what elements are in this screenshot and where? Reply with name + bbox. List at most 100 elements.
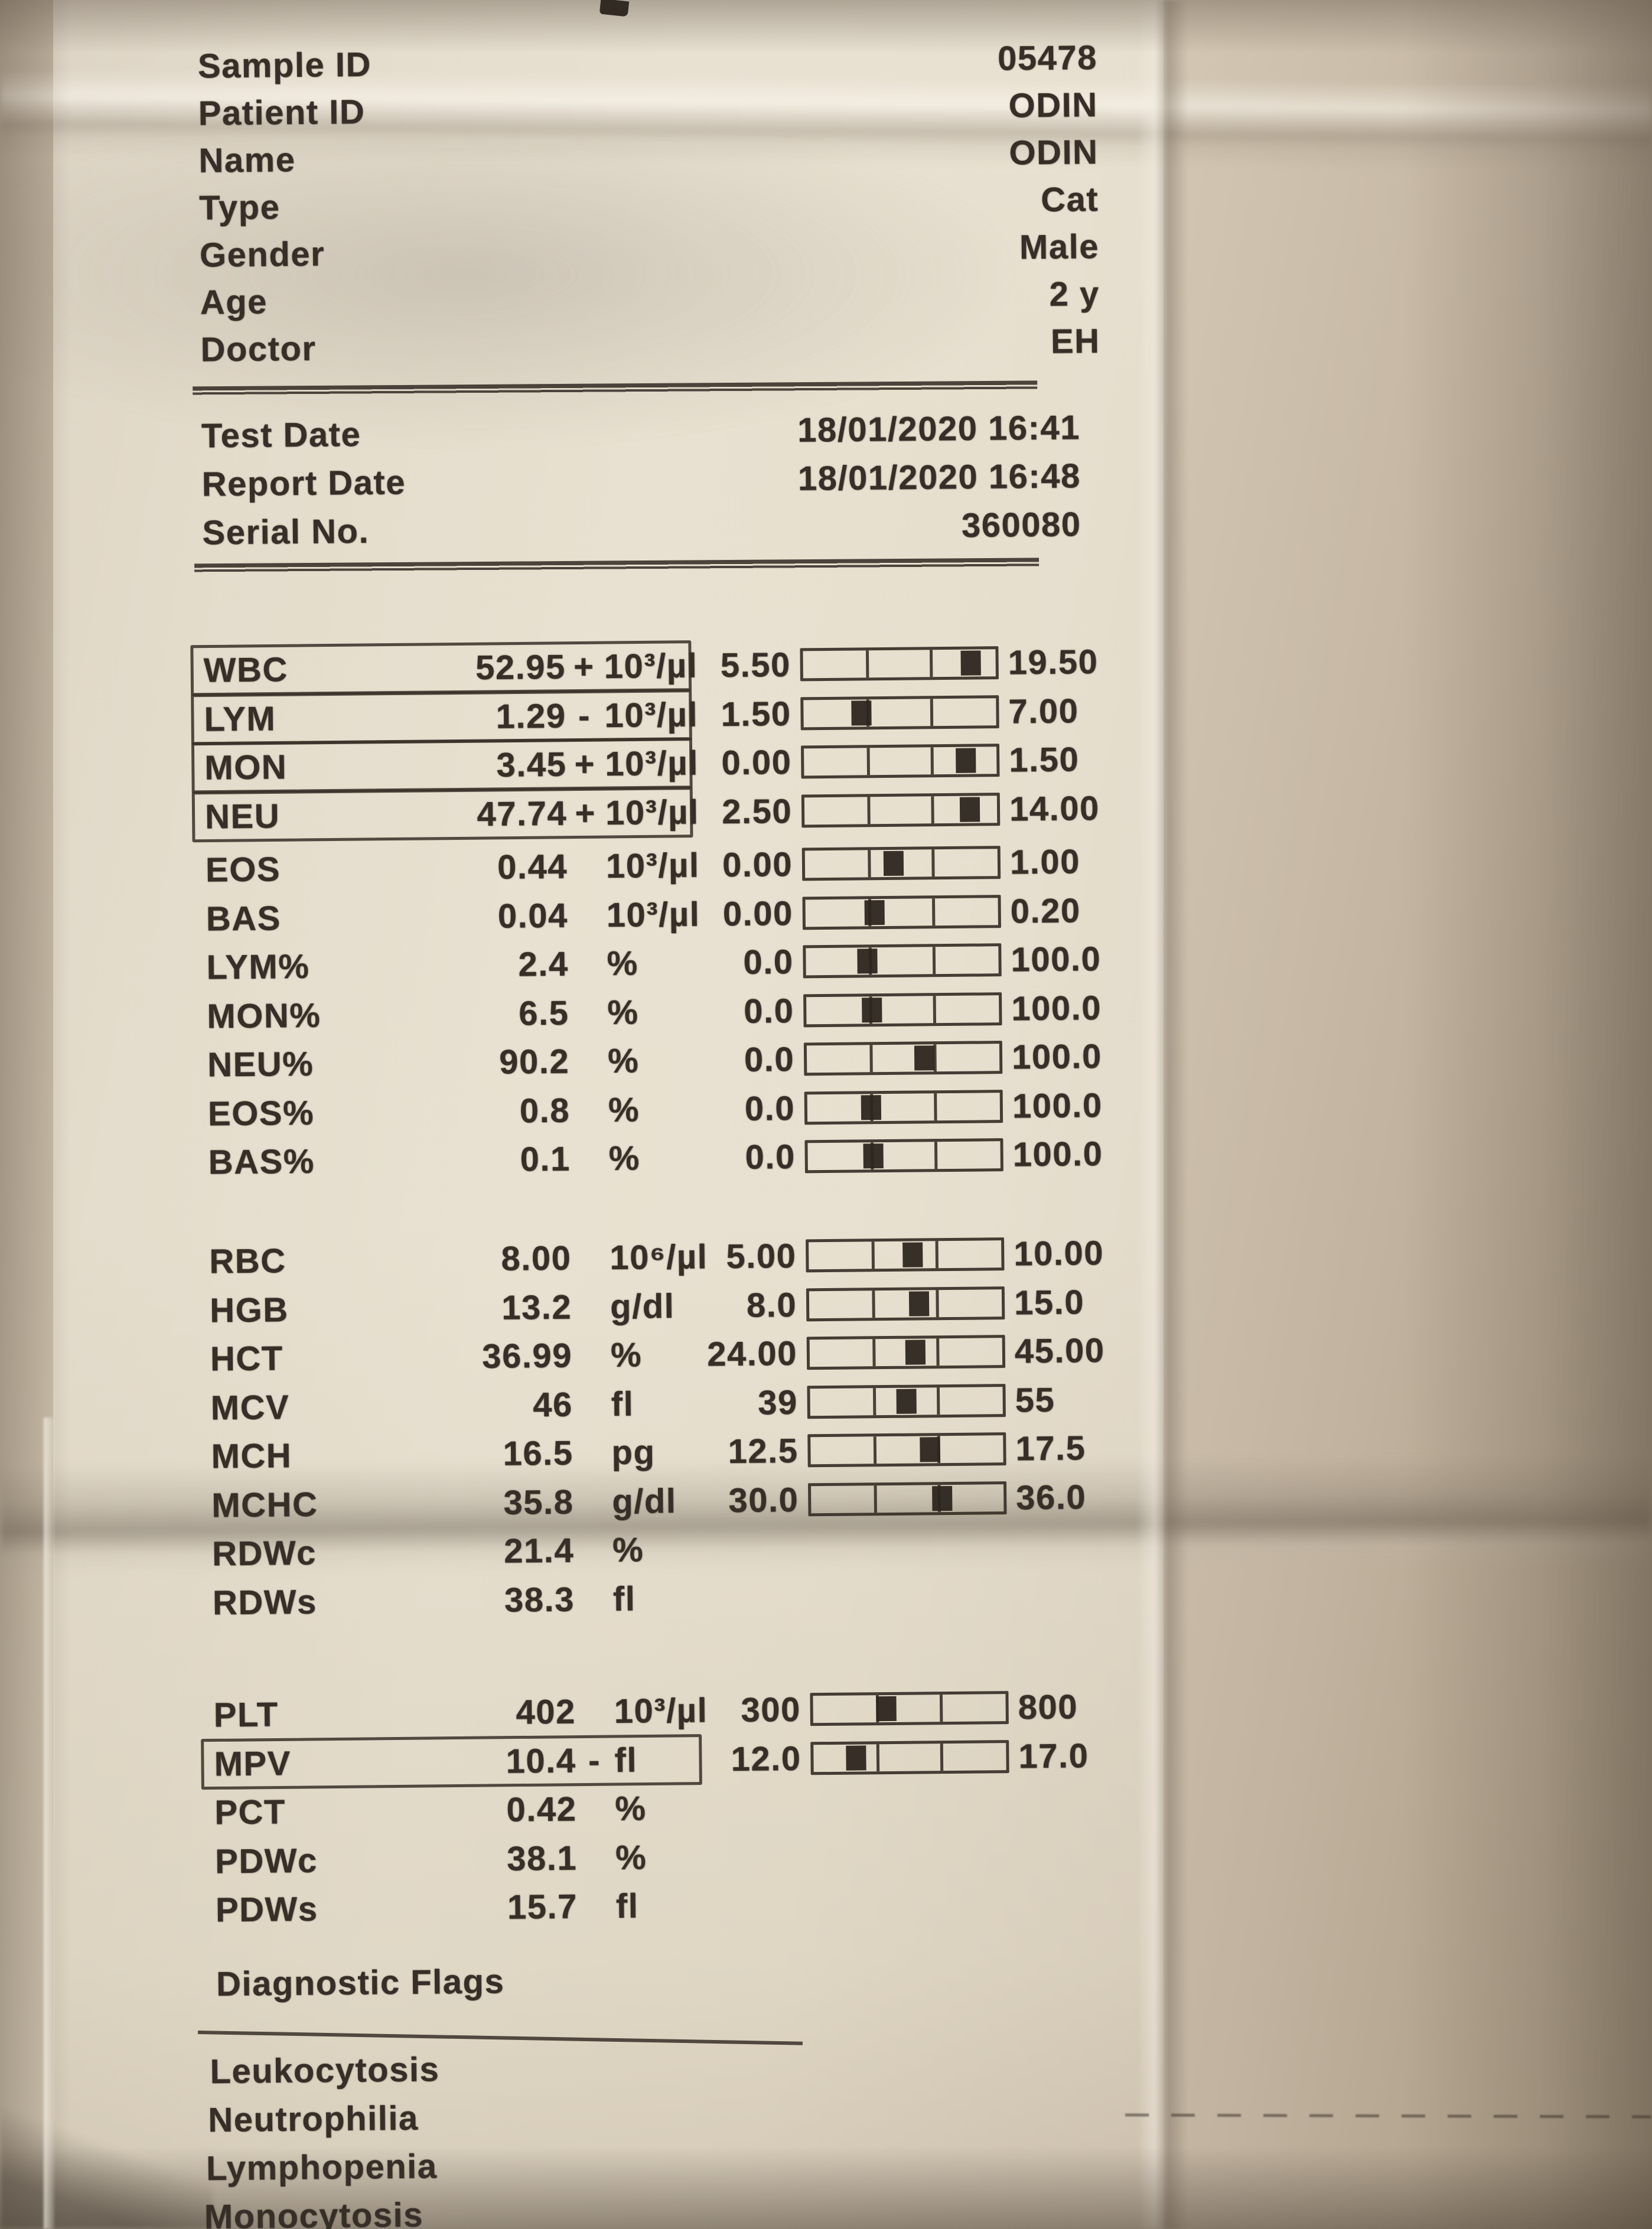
range-bar-tick: [865, 650, 869, 678]
range-bar-tick: [936, 1241, 939, 1269]
result-value: 2.4: [518, 944, 569, 984]
range-max-label: 55: [1015, 1380, 1055, 1419]
range-min-label: 0.00: [722, 894, 794, 933]
reference-range-bar: [807, 1383, 1006, 1419]
unit-label: fl: [615, 1886, 639, 1925]
header-label: Age: [200, 282, 268, 322]
range-max-label: 14.00: [1009, 788, 1100, 828]
range-bar-tick: [931, 796, 935, 823]
header-value: 05478: [997, 38, 1098, 78]
range-max-label: 7.00: [1008, 691, 1079, 731]
result-marker: [857, 949, 878, 974]
range-bar-tick: [930, 650, 933, 677]
range-bar-tick: [932, 898, 936, 926]
diagnostic-flags-title: Diagnostic Flags: [216, 1962, 505, 2003]
range-max-label: 19.50: [1008, 643, 1099, 682]
reference-range-bar: [807, 1432, 1006, 1468]
range-bar-tick: [876, 1744, 879, 1771]
meta-label: Serial No.: [202, 511, 370, 552]
parameter-name: BAS%: [208, 1142, 315, 1182]
parameter-name: PDWs: [215, 1889, 318, 1930]
range-bar-tick: [873, 1436, 876, 1464]
range-max-label: 1.00: [1009, 842, 1081, 882]
unit-label: fl: [614, 1741, 638, 1780]
parameter-name: RBC: [209, 1241, 286, 1281]
unit-label: %: [610, 1335, 643, 1375]
unit-label: %: [612, 1530, 644, 1570]
result-value: 1.29: [496, 696, 566, 736]
result-marker: [861, 1094, 881, 1120]
range-bar-tick: [940, 1743, 944, 1771]
reference-range-bar: [810, 1691, 1009, 1726]
diagnostic-flag-item: Neutrophilia: [207, 2098, 419, 2140]
parameter-name: RDWc: [211, 1533, 317, 1573]
result-marker: [960, 650, 981, 676]
result-marker: [863, 1143, 884, 1169]
reference-range-bar: [801, 744, 1000, 779]
reference-range-bar: [802, 894, 1001, 930]
range-min-label: 0.0: [744, 1089, 796, 1128]
range-max-label: 0.20: [1010, 891, 1081, 930]
result-marker: [845, 1745, 866, 1771]
divider-rule-bottom: [194, 558, 1040, 573]
range-min-label: 0.0: [743, 991, 794, 1031]
range-min-label: 1.50: [721, 694, 791, 734]
parameter-name: EOS%: [207, 1093, 315, 1133]
result-value: 15.7: [507, 1887, 578, 1927]
result-value: 13.2: [501, 1288, 572, 1327]
header-label: Gender: [199, 234, 325, 275]
result-marker: [851, 700, 872, 726]
header-value: 2 y: [1049, 274, 1100, 314]
result-value: 52.95: [475, 647, 566, 687]
result-marker: [908, 1291, 930, 1316]
range-bar-tick: [940, 1694, 943, 1722]
reference-range-bar: [803, 1041, 1003, 1076]
range-bar-tick: [874, 1485, 877, 1513]
diagnostic-flag-item: Monocytosis: [204, 2195, 424, 2229]
range-min-label: 24.00: [706, 1334, 798, 1374]
header-label: Name: [198, 141, 296, 180]
range-min-label: 0.00: [722, 845, 793, 885]
range-bar-tick: [934, 1093, 938, 1120]
reference-range-bar: [806, 1237, 1005, 1273]
unit-label: %: [615, 1837, 647, 1877]
range-min-label: 300: [741, 1690, 801, 1729]
result-marker: [960, 796, 980, 822]
range-bar-tick: [866, 748, 870, 775]
parameter-name: MPV: [214, 1744, 291, 1783]
range-bar-tick: [930, 698, 934, 726]
abnormal-flag-mark: +: [575, 793, 597, 833]
result-marker: [896, 1389, 917, 1414]
result-value: 10.4: [506, 1741, 576, 1781]
range-bar-tick: [871, 1290, 875, 1318]
reference-range-bar: [801, 792, 1001, 827]
range-max-label: 100.0: [1012, 1135, 1103, 1174]
parameter-name: MCH: [211, 1436, 292, 1476]
parameter-name: LYM%: [206, 947, 310, 987]
parameter-name: MCHC: [211, 1485, 318, 1525]
range-bar-tick: [933, 995, 937, 1023]
header-value: EH: [1050, 321, 1100, 361]
result-value: 16.5: [503, 1433, 574, 1473]
report-meta-block: Test Date 18/01/2020 16:41 Report Date 18/0…: [0, 0, 1641, 552]
range-min-label: 8.0: [746, 1285, 797, 1325]
unit-label: %: [614, 1789, 647, 1828]
header-value: ODIN: [1009, 133, 1099, 172]
reference-range-bar: [804, 1138, 1003, 1174]
parameter-name: HCT: [210, 1339, 284, 1379]
reference-range-bar: [806, 1286, 1005, 1321]
result-value: 35.8: [503, 1482, 574, 1522]
range-min-label: 0.00: [721, 743, 792, 783]
unit-label: %: [608, 1090, 640, 1129]
header-label: Type: [198, 188, 281, 227]
result-marker: [931, 1485, 953, 1511]
result-marker: [861, 997, 882, 1022]
parameter-name: MON: [204, 748, 288, 787]
reference-range-bar: [807, 1481, 1007, 1516]
meta-label: Test Date: [201, 415, 361, 455]
parameter-name: NEU: [204, 796, 281, 836]
header-label: Patient ID: [198, 92, 366, 133]
